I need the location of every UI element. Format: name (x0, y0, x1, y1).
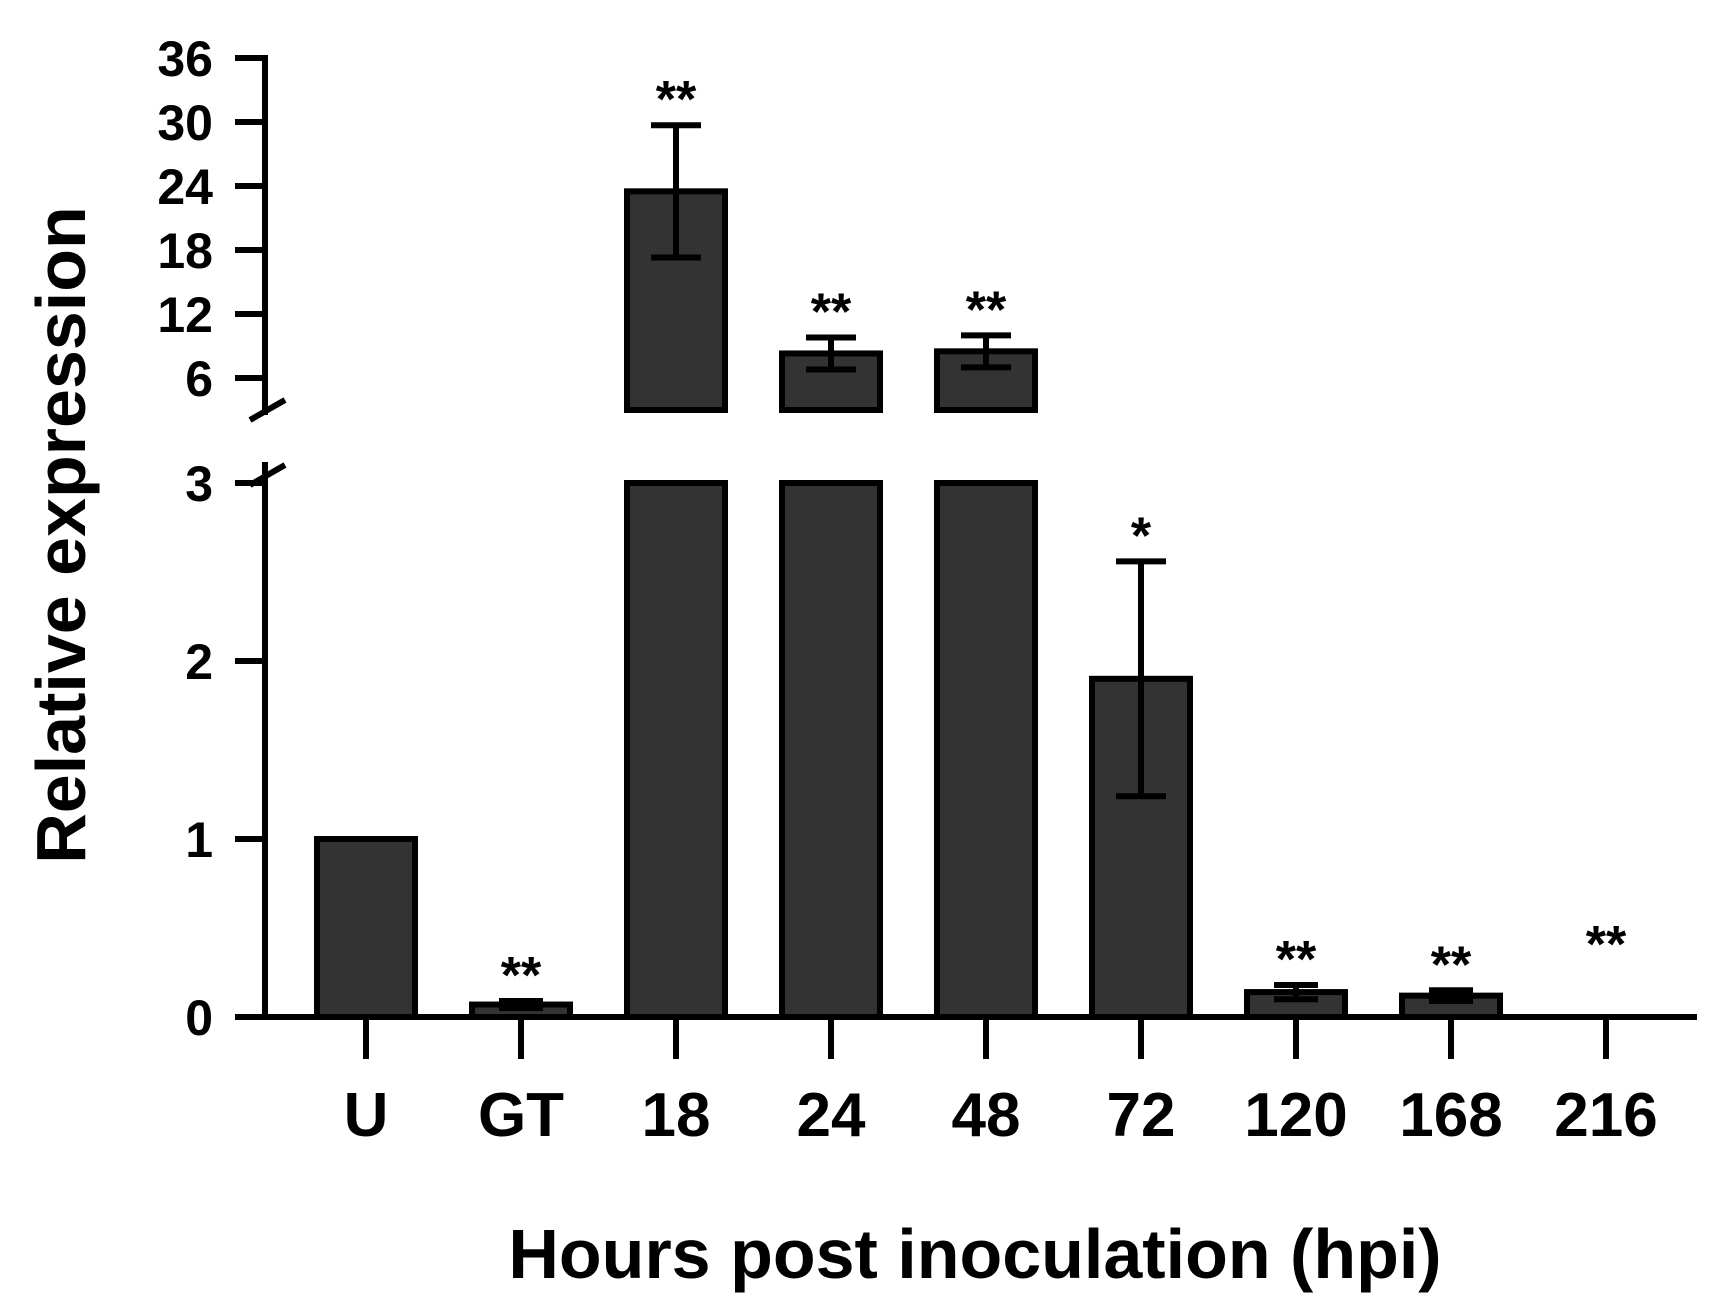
y-tick-label: 36 (157, 31, 213, 87)
significance-label: ** (1276, 931, 1317, 989)
x-tick-label: 48 (952, 1081, 1021, 1150)
significance-label: ** (1431, 936, 1472, 994)
y-tick-label: 18 (157, 223, 213, 279)
x-tick-label: 72 (1107, 1081, 1176, 1150)
x-tick-label: 24 (797, 1081, 866, 1150)
significance-label: ** (1586, 916, 1627, 974)
y-tick-label: 12 (157, 287, 213, 343)
x-tick-label: 18 (642, 1081, 711, 1150)
y-tick-label: 6 (185, 351, 213, 407)
y-tick-label: 0 (185, 990, 213, 1046)
significance-label: ** (656, 71, 697, 129)
significance-label: ** (811, 283, 852, 341)
x-tick-label: 120 (1244, 1081, 1347, 1150)
bar (314, 836, 418, 1020)
x-tick-label: GT (478, 1081, 564, 1150)
y-tick-label: 1 (185, 812, 213, 868)
bar-lower-segment (934, 480, 1038, 1020)
x-tick-label: 216 (1554, 1081, 1657, 1150)
y-tick-label: 3 (185, 456, 213, 512)
bar-lower-segment (779, 480, 883, 1020)
significance-label: ** (966, 281, 1007, 339)
y-tick-label: 30 (157, 95, 213, 151)
bar-lower-segment (624, 480, 728, 1020)
significance-label: * (1131, 507, 1152, 565)
x-tick-label: U (344, 1081, 389, 1150)
y-tick-label: 2 (185, 634, 213, 690)
x-axis-title: Hours post inoculation (hpi) (508, 1215, 1441, 1293)
bar (1089, 675, 1193, 1020)
y-axis-title: Relative expression (22, 206, 100, 864)
y-tick-label: 24 (157, 159, 213, 215)
significance-label: ** (501, 947, 542, 1005)
x-tick-label: 168 (1399, 1081, 1502, 1150)
y-axis-break-mark (248, 397, 287, 423)
